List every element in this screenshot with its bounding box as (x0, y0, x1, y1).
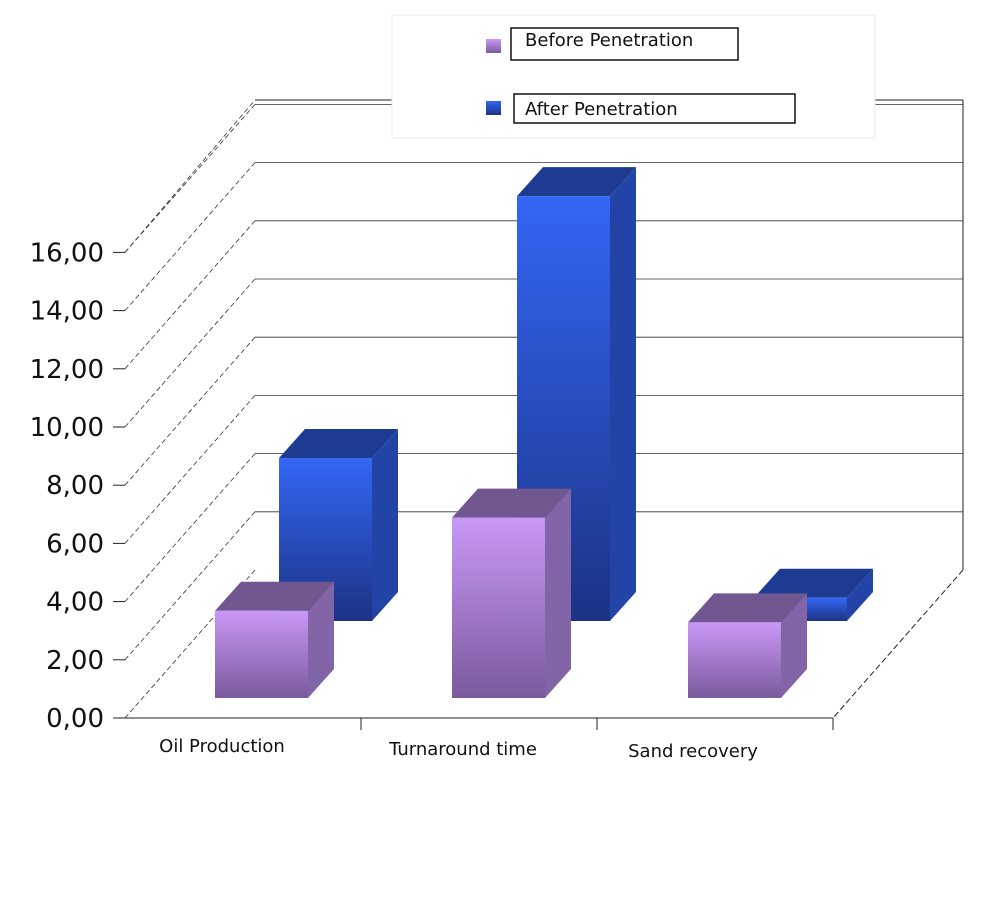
legend-swatch-after-penetration (486, 101, 501, 115)
y-tick-label: 8,00 (46, 471, 104, 501)
bar-front-face (688, 622, 781, 698)
bar-side-face (308, 581, 334, 698)
y-axis-ticks: 0,00 2,00 4,00 6,00 8,00 10,00 12,00 14,00 16,00 (30, 238, 125, 734)
bar-before-penetration-1 (452, 488, 571, 698)
bar-side-face (781, 593, 807, 698)
y-tick-label: 0,00 (46, 704, 104, 734)
bar-before-penetration-2 (688, 593, 807, 698)
legend-box-before-penetration (510, 27, 739, 61)
category-label-oil-production: Oil Production (159, 736, 285, 757)
side-wall-gridline (124, 104, 256, 253)
side-wall-gridline (124, 453, 256, 602)
side-wall-gridline (124, 395, 256, 544)
side-wall-top-edge (124, 99, 256, 253)
side-wall-gridline (124, 162, 256, 311)
bar-top-face (517, 167, 636, 197)
side-wall-gridline (124, 220, 256, 370)
y-tick-label: 10,00 (30, 413, 104, 443)
y-tick-label: 14,00 (30, 297, 104, 327)
y-tick-label: 6,00 (46, 529, 104, 559)
bar-front-face (452, 517, 545, 698)
floor-right-edge (832, 569, 964, 719)
bar-top-face (688, 593, 807, 623)
y-tick-label: 4,00 (46, 588, 104, 618)
y-tick-label: 12,00 (30, 355, 104, 385)
legend: Before Penetration After Penetration (391, 14, 876, 139)
bar-front-face (215, 610, 308, 698)
y-tick-label: 2,00 (46, 646, 104, 676)
bar-side-face (545, 488, 571, 698)
bar-top-face (452, 488, 571, 518)
bar-side-face (610, 167, 636, 621)
side-wall-gridline (124, 511, 256, 661)
legend-box-after-penetration (513, 93, 796, 124)
side-wall-gridline (124, 278, 256, 428)
bar-before-penetration-0 (215, 581, 334, 698)
y-tick-label: 16,00 (30, 238, 104, 268)
category-label-sand-recovery: Sand recovery (628, 741, 758, 762)
bar-top-face (279, 429, 398, 459)
bars (215, 167, 873, 698)
bar-side-face (847, 568, 873, 621)
bar-top-face (215, 581, 334, 611)
legend-swatch-before-penetration (486, 39, 501, 53)
category-label-turnaround-time: Turnaround time (388, 739, 537, 760)
legend-label-after-penetration: After Penetration (525, 99, 678, 120)
side-wall-gridline (124, 336, 256, 486)
bar-side-face (372, 429, 398, 621)
legend-label-before-penetration: Before Penetration (525, 30, 693, 51)
bar-top-face (754, 568, 873, 598)
